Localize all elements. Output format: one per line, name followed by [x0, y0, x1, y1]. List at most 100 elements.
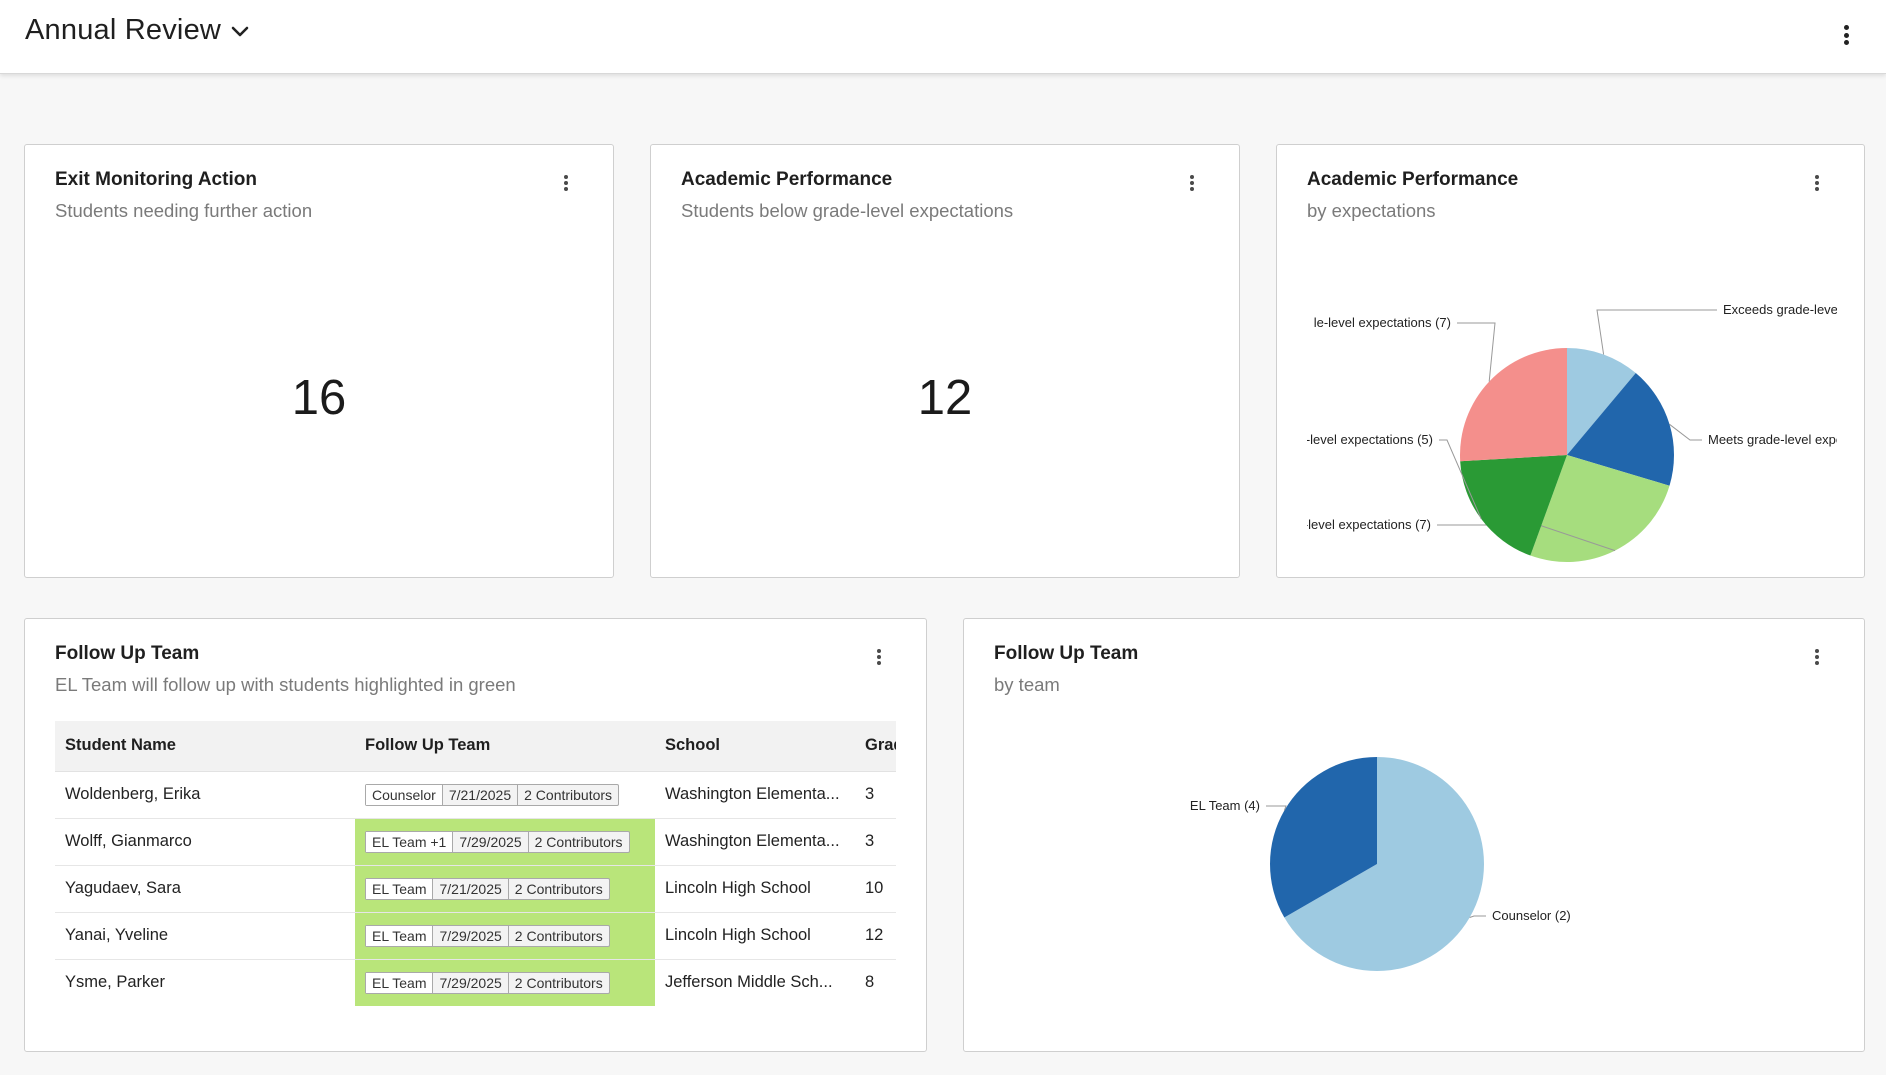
- follow-up-team-cell[interactable]: EL Team 7/29/2025 2 Contributors: [355, 912, 655, 960]
- contributors-chip: 2 Contributors: [507, 878, 609, 899]
- card-menu-button[interactable]: [1810, 647, 1824, 667]
- pie-slice-label: le-level expectations (5): [1307, 432, 1433, 447]
- follow-up-chip-group[interactable]: EL Team 7/29/2025 2 Contributors: [365, 971, 610, 994]
- card-title: Follow Up Team: [994, 643, 1139, 664]
- contributors-chip: 2 Contributors: [507, 972, 609, 993]
- column-header-grade[interactable]: Grade: [855, 721, 896, 772]
- pie-slice-label: le-level expectations (7): [1314, 315, 1451, 330]
- follow-up-table: Student Name Follow Up Team School Grade…: [55, 721, 896, 1006]
- kebab-menu-icon: [1814, 649, 1820, 665]
- follow-up-table-card: Follow Up Team EL Team will follow up wi…: [24, 618, 927, 1052]
- pie-slice[interactable]: [1567, 373, 1674, 486]
- academic-performance-count-card: Academic Performance Students below grad…: [650, 144, 1240, 578]
- school-cell: Lincoln High School: [655, 865, 855, 913]
- pie-slice[interactable]: [1567, 348, 1636, 455]
- school-cell: Washington Elementa...: [655, 818, 855, 866]
- student-name-cell[interactable]: Yanai, Yveline: [55, 912, 355, 960]
- contributors-chip: 2 Contributors: [517, 784, 618, 805]
- pie-leader-line: [1266, 805, 1287, 811]
- follow-up-team-cell[interactable]: EL Team 7/21/2025 2 Contributors: [355, 865, 655, 913]
- top-bar: Annual Review: [0, 0, 1886, 74]
- team-chip: EL Team: [366, 925, 433, 946]
- card-title: Academic Performance: [681, 169, 893, 190]
- grade-cell: 3: [855, 818, 896, 866]
- pie-leader-line: [1439, 439, 1482, 520]
- contributors-chip: 2 Contributors: [507, 925, 609, 946]
- card-menu-button[interactable]: [1185, 173, 1199, 193]
- pie-slice-label: Counselor (2): [1492, 908, 1571, 923]
- exit-monitoring-card: Exit Monitoring Action Students needing …: [24, 144, 614, 578]
- dashboard-selector[interactable]: Annual Review: [25, 14, 249, 47]
- metric-value[interactable]: 12: [917, 371, 973, 425]
- school-cell: Washington Elementa...: [655, 771, 855, 819]
- student-name-cell[interactable]: Wolff, Gianmarco: [55, 818, 355, 866]
- pie-slice-label: EL Team (4): [1190, 798, 1260, 813]
- table-row[interactable]: Yagudaev, Sara EL Team 7/21/2025 2 Contribu…: [55, 865, 896, 913]
- card-menu-button[interactable]: [872, 647, 886, 667]
- page-menu-button[interactable]: [1836, 20, 1856, 50]
- card-subtitle: Students needing further action: [55, 200, 313, 221]
- follow-up-team-cell[interactable]: Counselor 7/21/2025 2 Contributors: [355, 771, 655, 819]
- grade-cell: 3: [855, 771, 896, 819]
- pie-leader-line: [1469, 915, 1486, 918]
- grade-cell: 12: [855, 912, 896, 960]
- contributors-chip: 2 Contributors: [527, 831, 629, 852]
- pie-slice[interactable]: [1460, 455, 1567, 556]
- table-row[interactable]: Yanai, Yveline EL Team 7/29/2025 2 Contribu…: [55, 912, 896, 960]
- date-chip: 7/21/2025: [441, 784, 517, 805]
- card-menu-button[interactable]: [559, 173, 573, 193]
- pie-slice[interactable]: [1284, 757, 1484, 971]
- card-subtitle: by expectations: [1307, 200, 1436, 221]
- table-row[interactable]: Woldenberg, Erika Counselor 7/21/2025 2 Con…: [55, 771, 896, 819]
- card-title: Exit Monitoring Action: [55, 169, 257, 190]
- student-name-cell[interactable]: Yagudaev, Sara: [55, 865, 355, 913]
- column-header-school[interactable]: School: [655, 721, 855, 772]
- card-title: Academic Performance: [1307, 169, 1519, 190]
- follow-up-team-cell[interactable]: EL Team 7/29/2025 2 Contributors: [355, 959, 655, 1006]
- date-chip: 7/29/2025: [432, 972, 507, 993]
- school-cell: Jefferson Middle Sch...: [665, 973, 833, 992]
- team-chip: Counselor: [366, 784, 442, 805]
- table-row[interactable]: Ysme, Parker EL Team 7/29/2025 2 Contributo…: [55, 959, 896, 1006]
- card-subtitle: by team: [994, 674, 1060, 695]
- page-title: Annual Review: [25, 14, 222, 46]
- metric-value[interactable]: 16: [291, 371, 347, 425]
- follow-up-chip-group[interactable]: EL Team 7/29/2025 2 Contributors: [365, 924, 610, 947]
- kebab-menu-icon: [563, 175, 569, 191]
- follow-up-chip-group[interactable]: EL Team +1 7/29/2025 2 Contributors: [365, 830, 630, 853]
- kebab-menu-icon: [1843, 25, 1849, 45]
- team-chip: EL Team: [366, 878, 433, 899]
- grade-cell: 8: [865, 973, 875, 992]
- team-chip: EL Team: [366, 972, 433, 993]
- pie-leader-line: [1596, 309, 1717, 355]
- card-title: Follow Up Team: [55, 643, 200, 664]
- date-chip: 7/29/2025: [452, 831, 527, 852]
- pie-slice[interactable]: [1270, 757, 1377, 918]
- chevron-down-icon: [231, 26, 249, 36]
- follow-up-chip-group[interactable]: Counselor 7/21/2025 2 Contributors: [365, 783, 620, 806]
- student-name-cell[interactable]: Ysme, Parker: [65, 973, 165, 992]
- table-row[interactable]: Wolff, Gianmarco EL Team +1 7/29/2025 2 Con…: [55, 818, 896, 866]
- pie-slice[interactable]: [1530, 455, 1670, 562]
- table-header-row: Student Name Follow Up Team School Grade: [55, 721, 896, 772]
- column-header-student-name[interactable]: Student Name: [55, 721, 355, 772]
- school-cell: Lincoln High School: [655, 912, 855, 960]
- pie-slice-label: Exceeds grade-level exp: [1723, 302, 1837, 317]
- team-chip: EL Team +1: [366, 831, 453, 852]
- pie-slice-label: Meets grade-level expe: [1708, 432, 1837, 447]
- pie-leader-line: [1669, 423, 1702, 441]
- follow-up-table-container[interactable]: Student Name Follow Up Team School Grade…: [55, 721, 896, 1021]
- pie-slice[interactable]: [1460, 348, 1567, 462]
- student-name-cell[interactable]: Woldenberg, Erika: [55, 771, 355, 819]
- pie-leader-line: [1457, 322, 1496, 382]
- follow-up-team-cell[interactable]: EL Team +1 7/29/2025 2 Contributors: [355, 818, 655, 866]
- pie-slice-label: le-level expectations (7): [1307, 517, 1431, 532]
- follow-up-pie-chart: Counselor (2) EL Team (4): [1190, 757, 1571, 971]
- card-menu-button[interactable]: [1810, 173, 1824, 193]
- card-subtitle: EL Team will follow up with students hig…: [55, 674, 516, 695]
- grade-cell: 10: [855, 865, 896, 913]
- column-header-follow-up-team[interactable]: Follow Up Team: [355, 721, 655, 772]
- follow-up-chip-group[interactable]: EL Team 7/21/2025 2 Contributors: [365, 877, 610, 900]
- date-chip: 7/29/2025: [432, 925, 507, 946]
- card-subtitle: Students below grade-level expectations: [681, 200, 1014, 221]
